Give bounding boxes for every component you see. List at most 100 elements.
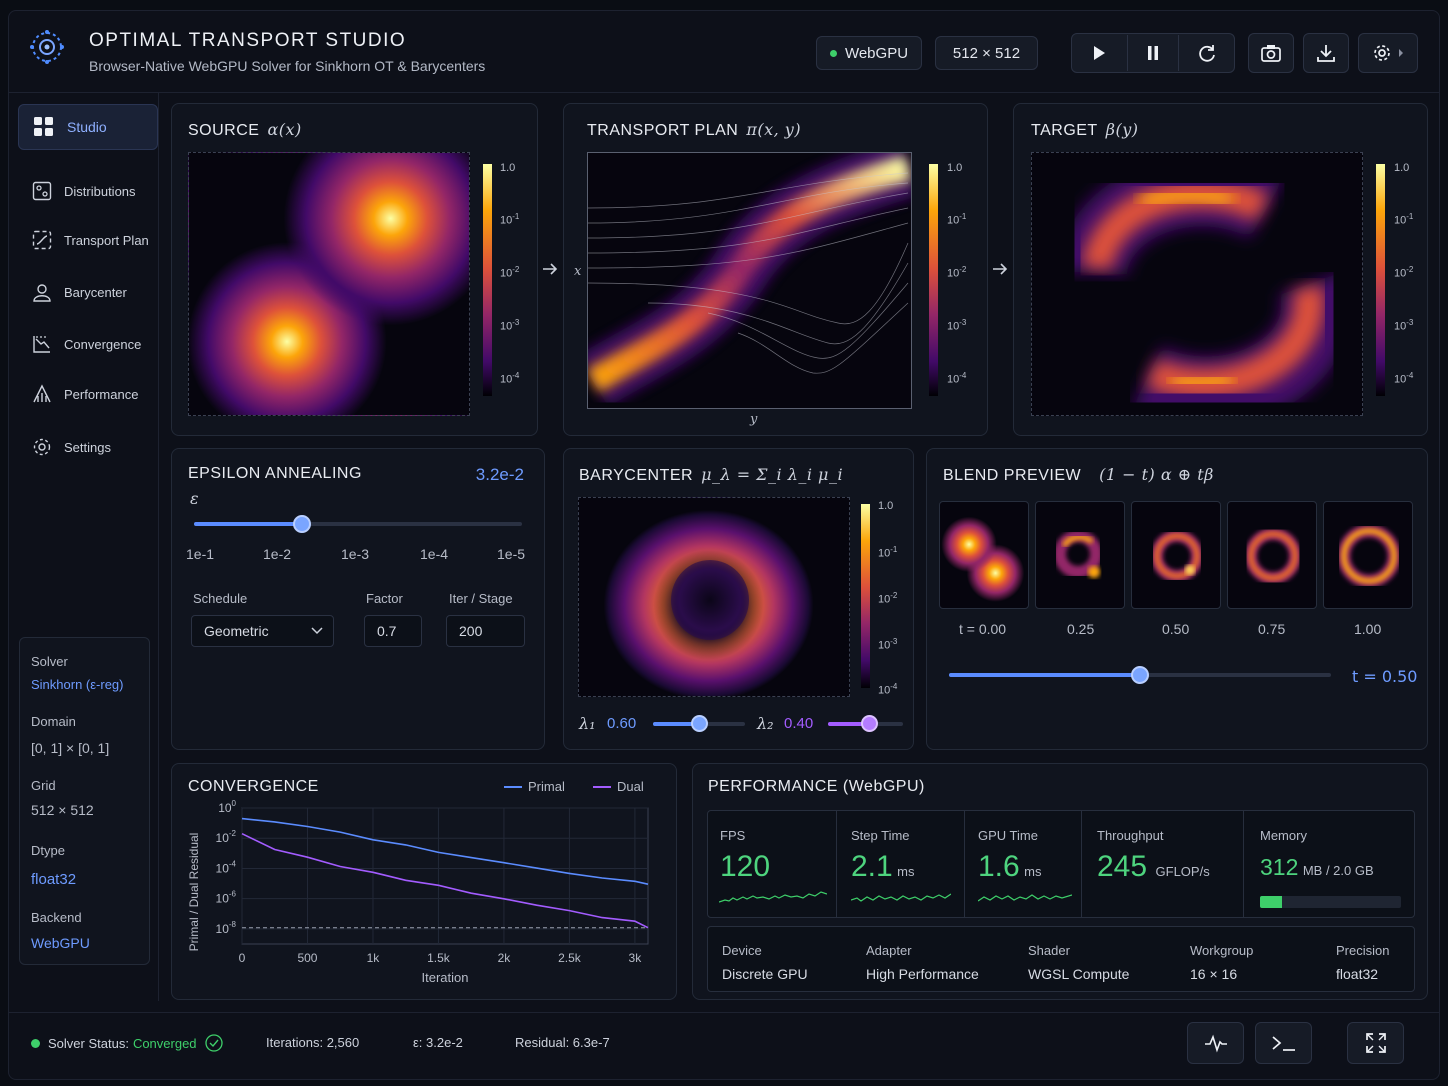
x-tick-label: 3k	[629, 951, 643, 965]
blend-frame[interactable]	[1131, 501, 1221, 609]
sidebar-item-settings[interactable]: Settings	[18, 424, 158, 470]
source-cb-tick: 10-4	[500, 371, 520, 386]
sidebar-item-performance[interactable]: Performance	[18, 371, 158, 417]
blend-frame-label: 1.00	[1354, 621, 1382, 637]
shader-label: Shader	[1028, 943, 1070, 958]
arrow-right-icon	[541, 260, 559, 283]
legend-primal-label: Primal	[528, 779, 565, 794]
epsilon-tick: 1e-1	[186, 546, 215, 562]
sidebar-item-label: Transport Plan	[64, 232, 149, 248]
legend-primal-swatch	[504, 785, 522, 788]
play-button[interactable]	[1073, 35, 1125, 71]
reset-button[interactable]	[1181, 35, 1233, 71]
target-cb-tick: 10-2	[1394, 265, 1414, 280]
backend-chip[interactable]: WebGPU	[816, 36, 922, 70]
factor-input[interactable]: 0.7	[364, 615, 422, 647]
t-slider-fill	[949, 673, 1140, 677]
epsilon-tick: 1e-2	[263, 546, 292, 562]
fullscreen-button[interactable]	[1347, 1022, 1404, 1064]
pause-button[interactable]	[1127, 35, 1179, 71]
y-tick-label: 100	[218, 799, 236, 815]
t-slider-thumb[interactable]	[1131, 666, 1149, 684]
backend-chip-label: WebGPU	[844, 44, 909, 62]
epsilon-slider-thumb[interactable]	[293, 515, 312, 533]
epsilon-slider[interactable]	[194, 515, 522, 533]
y-tick-label: 10-4	[216, 859, 237, 875]
memory-metric: Memory 312 MB / 2.0 GB	[1244, 810, 1415, 918]
lambda1-thumb[interactable]	[690, 715, 708, 732]
target-title: TARGET β(y)	[1031, 120, 1139, 139]
status-bar-divider	[9, 1012, 1439, 1013]
sidebar-item-label: Performance	[64, 386, 139, 402]
x-axis-label: Iteration	[422, 970, 469, 985]
backend-label: Backend	[31, 910, 82, 925]
barycenter-icon	[33, 284, 51, 302]
barycenter-hole	[671, 560, 749, 640]
t-value: t = 0.50	[1352, 667, 1418, 686]
performance-panel: PERFORMANCE (WebGPU) FPS 120 Step Time 2…	[692, 763, 1428, 1000]
sidebar-item-label: Settings	[64, 439, 111, 455]
lambda1-label: λ₁	[579, 714, 596, 733]
blend-frame[interactable]	[1323, 501, 1413, 609]
download-button[interactable]	[1303, 33, 1349, 73]
t-slider[interactable]	[949, 666, 1331, 684]
sidebar-item-studio[interactable]: Studio	[18, 104, 158, 150]
x-tick-label: 2.5k	[558, 951, 582, 965]
lambda1-slider[interactable]	[653, 715, 745, 732]
plan-cb-tick: 10-1	[947, 212, 967, 227]
iterations-status: Iterations: 2,560	[266, 1035, 360, 1050]
settings-menu-button[interactable]	[1358, 33, 1418, 73]
grid-icon	[34, 117, 53, 136]
epsilon-tick: 1e-3	[341, 546, 370, 562]
source-panel: SOURCE α(x) 1.0 10-1 10-2 10-3 10-4	[171, 103, 538, 436]
target-panel: TARGET β(y) 1.0 10-1 10-2 10-3 10-4	[1013, 103, 1428, 436]
blend-frame[interactable]	[1035, 501, 1125, 609]
plan-colorbar	[929, 164, 938, 396]
source-heatmap	[188, 152, 470, 416]
plan-cb-tick: 10-3	[947, 318, 967, 333]
plan-title: TRANSPORT PLAN π(x, y)	[587, 120, 802, 139]
target-cb-tick: 1.0	[1394, 162, 1410, 174]
activity-button[interactable]	[1187, 1022, 1244, 1064]
epsilon-symbol: ε	[190, 489, 199, 508]
sidebar-item-label: Distributions	[64, 183, 136, 199]
play-icon	[1094, 46, 1105, 60]
terminal-button[interactable]	[1255, 1022, 1312, 1064]
blend-frame[interactable]	[939, 501, 1029, 609]
blend-frame[interactable]	[1227, 501, 1317, 609]
bary-cb-tick: 10-4	[878, 682, 898, 697]
transport-icon	[32, 230, 52, 250]
step-time-label: Step Time	[851, 828, 910, 843]
sidebar-item-barycenter[interactable]: Barycenter	[18, 269, 158, 315]
resolution-chip[interactable]: 512 × 512	[935, 36, 1038, 70]
convergence-panel: CONVERGENCE Primal Dual 100 10-2 10-4 10-6 1…	[171, 763, 677, 1000]
lambda2-slider[interactable]	[828, 715, 903, 732]
sidebar-item-transport-plan[interactable]: Transport Plan	[18, 217, 158, 263]
solver-status: Solver Status: Converged	[31, 1034, 223, 1052]
schedule-select[interactable]: Geometric	[191, 615, 334, 647]
blend-frame-label: t = 0.00	[959, 621, 1007, 637]
lambda2-value: 0.40	[784, 715, 814, 732]
arrow-right-icon	[991, 260, 1009, 283]
legend-dual-swatch	[593, 785, 611, 788]
sidebar-item-convergence[interactable]: Convergence	[18, 321, 158, 367]
lambda2-thumb[interactable]	[860, 715, 878, 732]
target-colorbar	[1376, 164, 1385, 396]
x-tick-label: 2k	[498, 951, 512, 965]
gpu-time-value: 1.6 ms	[978, 850, 1042, 883]
sidebar-item-distributions[interactable]: Distributions	[18, 168, 158, 214]
screenshot-button[interactable]	[1248, 33, 1294, 73]
iter-stage-input[interactable]: 200	[446, 615, 525, 647]
device-value: Discrete GPU	[722, 966, 808, 982]
bary-cb-tick: 10-3	[878, 637, 898, 652]
blend-frame-label: 0.75	[1258, 621, 1286, 637]
legend-dual-label: Dual	[617, 779, 644, 794]
fps-metric: FPS 120	[707, 810, 837, 918]
source-colorbar	[483, 164, 492, 396]
x-tick-label: 1.5k	[427, 951, 451, 965]
barycenter-panel: BARYCENTER μ_λ = Σ_i λ_i μ_i 1.0 10-1 10-…	[563, 448, 914, 750]
fullscreen-icon	[1365, 1033, 1386, 1053]
epsilon-panel: EPSILON ANNEALING 3.2e-2 ε 1e-1 1e-2 1e-…	[171, 448, 545, 750]
lambda2-fill	[828, 722, 870, 726]
target-cb-tick: 10-4	[1394, 371, 1414, 386]
